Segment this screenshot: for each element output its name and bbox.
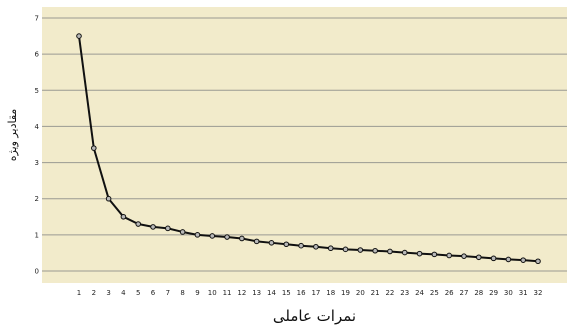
data-point (475, 254, 482, 261)
x-tick-label: 16 (297, 289, 306, 297)
x-tick-label: 22 (385, 289, 394, 297)
x-tick-label: 9 (195, 289, 199, 297)
y-tick-label: 5 (35, 87, 39, 95)
x-tick-label: 26 (445, 289, 454, 297)
x-tick-label: 25 (430, 289, 439, 297)
y-tick-label: 6 (35, 51, 40, 59)
plot-area (42, 7, 567, 283)
x-tick-label: 23 (400, 289, 409, 297)
gridlines (42, 17, 567, 272)
data-point (520, 257, 526, 263)
y-tick-label: 1 (35, 231, 39, 239)
data-point (357, 247, 364, 253)
x-tick-label: 32 (534, 289, 543, 297)
x-tick-label: 4 (121, 289, 126, 297)
x-tick-label: 6 (151, 289, 156, 297)
x-tick-label: 14 (267, 289, 276, 297)
data-point (283, 241, 290, 248)
data-point (209, 233, 216, 239)
x-tick-label: 1 (77, 289, 81, 297)
x-tick-label: 30 (504, 289, 513, 297)
data-points (76, 33, 541, 265)
data-point (431, 251, 438, 258)
x-tick-label: 3 (106, 289, 110, 297)
x-tick-label: 11 (223, 289, 232, 297)
data-point (342, 246, 349, 253)
y-tick-label: 3 (35, 159, 39, 167)
y-tick-label: 0 (35, 268, 39, 276)
data-point (224, 234, 230, 240)
x-tick-label: 24 (415, 289, 424, 297)
x-tick-label: 10 (208, 289, 217, 297)
y-axis-label: مقادیر ویژه (6, 109, 19, 162)
x-tick-label: 29 (489, 289, 498, 297)
data-point (239, 235, 245, 242)
x-tick-label: 20 (356, 289, 365, 297)
data-point (313, 243, 319, 250)
data-point (461, 253, 467, 259)
x-tick-label: 15 (282, 289, 291, 297)
x-tick-label: 12 (237, 289, 246, 297)
data-point (105, 195, 112, 202)
data-point (150, 224, 156, 230)
x-tick-label: 21 (371, 289, 380, 297)
x-tick-label: 8 (180, 289, 184, 297)
x-tick-label: 17 (311, 289, 320, 297)
data-point (298, 242, 304, 249)
data-point (416, 250, 423, 257)
data-point (268, 240, 275, 246)
data-point (194, 232, 201, 238)
data-point (490, 255, 497, 262)
data-point (446, 252, 452, 259)
x-tick-label: 13 (252, 289, 261, 297)
x-axis-label: نمرات عاملی (273, 307, 356, 325)
data-point (387, 248, 393, 255)
x-tick-label: 19 (341, 289, 350, 297)
data-point (401, 249, 408, 256)
x-tick-label: 31 (519, 289, 528, 297)
data-point (91, 145, 97, 151)
data-point (120, 213, 127, 220)
y-axis-ticks: 0 1 2 3 4 5 6 7 (35, 15, 40, 276)
x-tick-label: 7 (166, 289, 170, 297)
y-tick-label: 2 (35, 195, 39, 203)
x-tick-label: 5 (136, 289, 140, 297)
data-point (535, 258, 541, 265)
x-tick-label: 28 (474, 289, 483, 297)
data-point (505, 256, 512, 263)
data-point (253, 238, 260, 245)
x-tick-label: 18 (326, 289, 335, 297)
data-point (135, 221, 142, 227)
x-axis-ticks: 1 2 3 4 5 6 7 8 9 10 11 12 13 14 15 16 17 18 19 20 21 22 23 24 2… (77, 289, 543, 297)
data-point (179, 229, 186, 235)
y-tick-label: 7 (35, 15, 39, 23)
x-tick-label: 27 (460, 289, 469, 297)
data-point (327, 245, 334, 252)
x-tick-label: 2 (92, 289, 96, 297)
y-tick-label: 4 (35, 123, 40, 131)
data-point (165, 225, 171, 232)
data-point (76, 33, 82, 39)
data-point (372, 247, 378, 254)
